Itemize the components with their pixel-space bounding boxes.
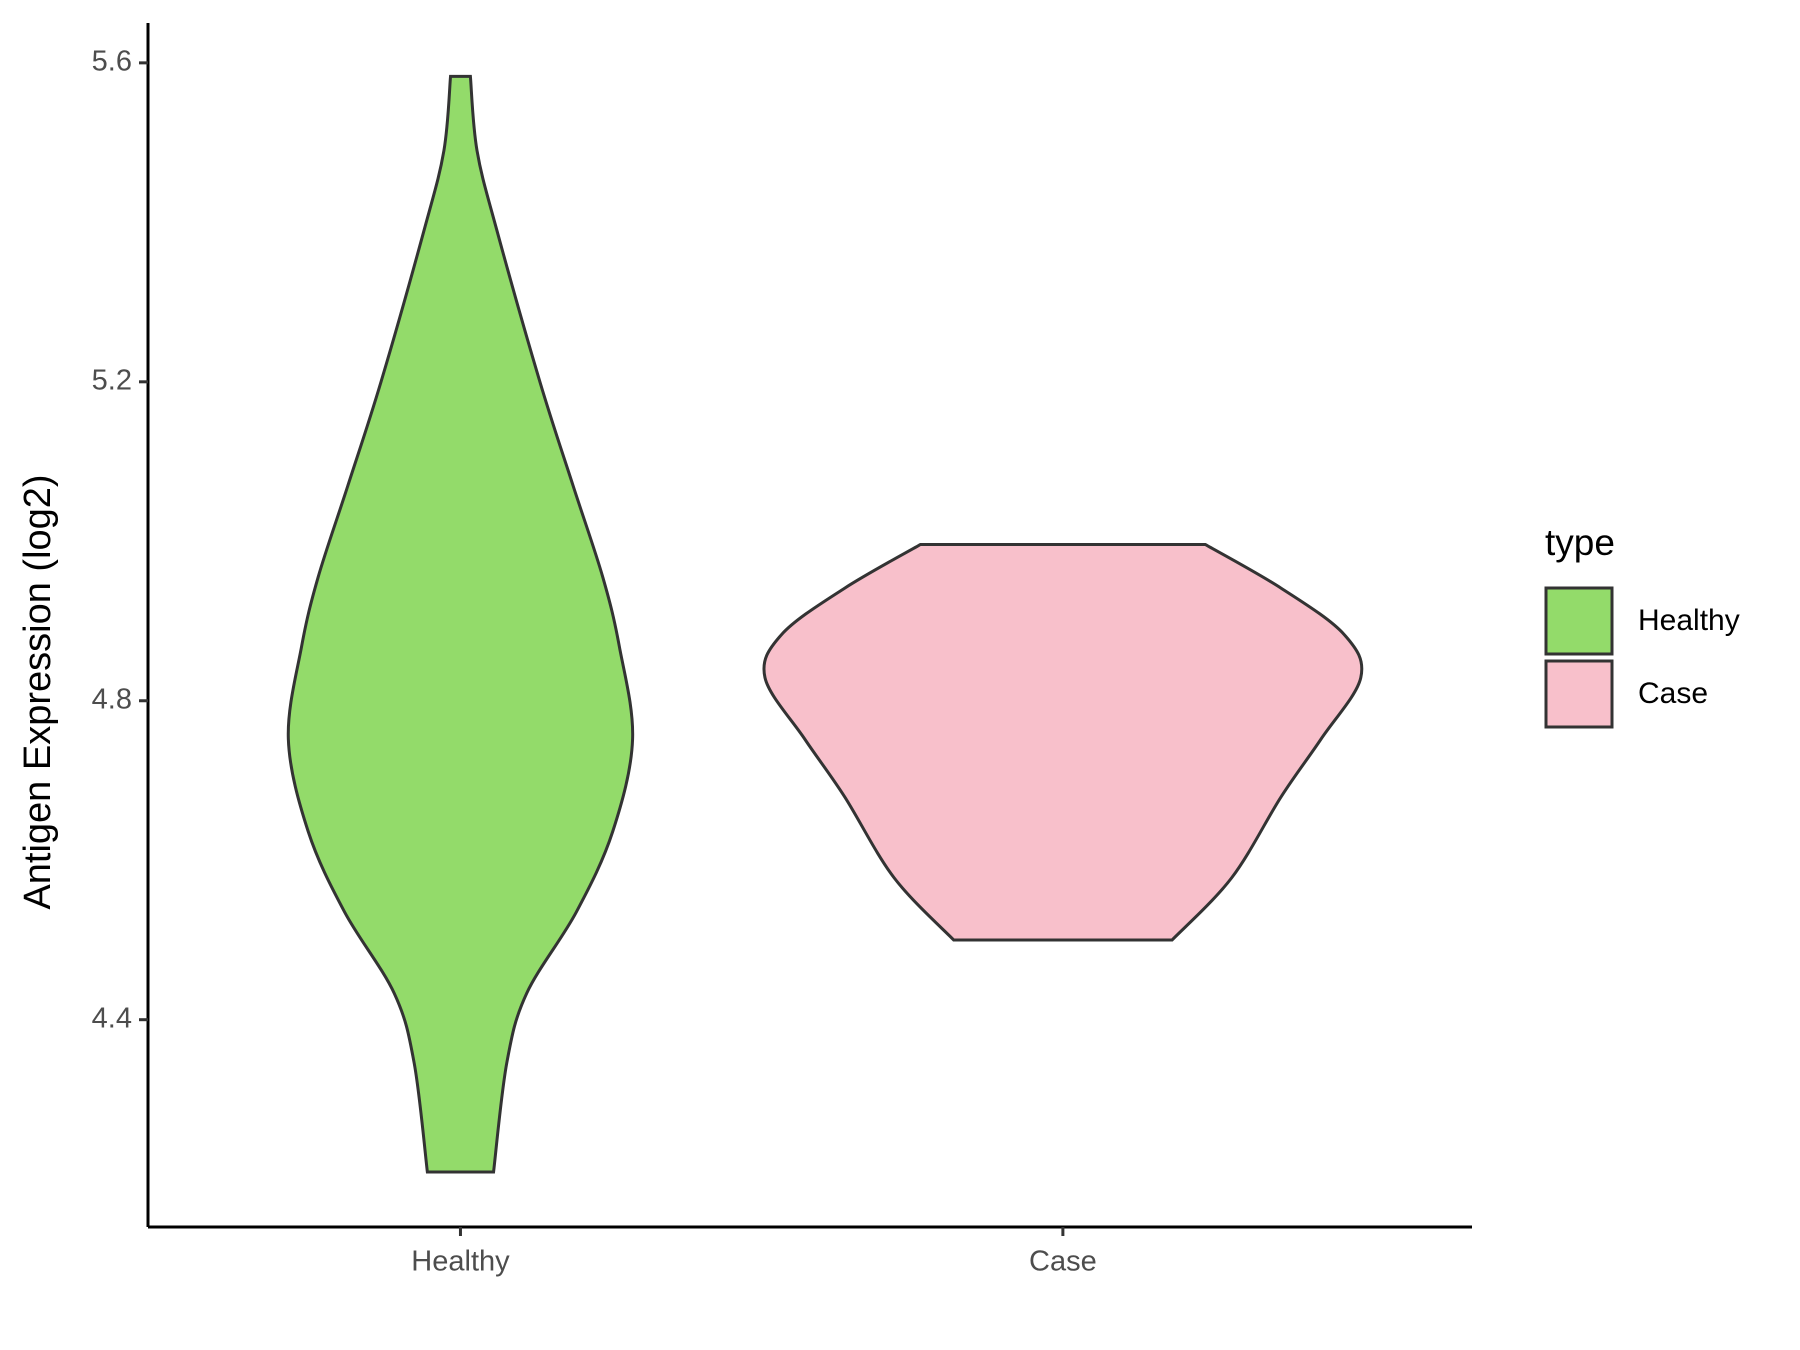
x-tick-label: Case [1029, 1246, 1097, 1278]
violin [286, 74, 635, 1174]
y-tick-label: 5.2 [92, 364, 132, 396]
legend-label: Healthy [1638, 604, 1740, 637]
y-tick-label: 4.8 [92, 683, 132, 715]
violin [762, 542, 1364, 942]
legend-key [1544, 659, 1614, 729]
y-tick-label: 5.6 [92, 46, 132, 78]
legend-title: type [1545, 522, 1615, 563]
x-tick-label: Healthy [411, 1246, 510, 1278]
legend-key [1544, 586, 1614, 656]
y-axis-title: Antigen Expression (log2) [17, 474, 59, 909]
y-tick-label: 4.4 [92, 1002, 132, 1034]
legend-label: Case [1638, 677, 1708, 710]
